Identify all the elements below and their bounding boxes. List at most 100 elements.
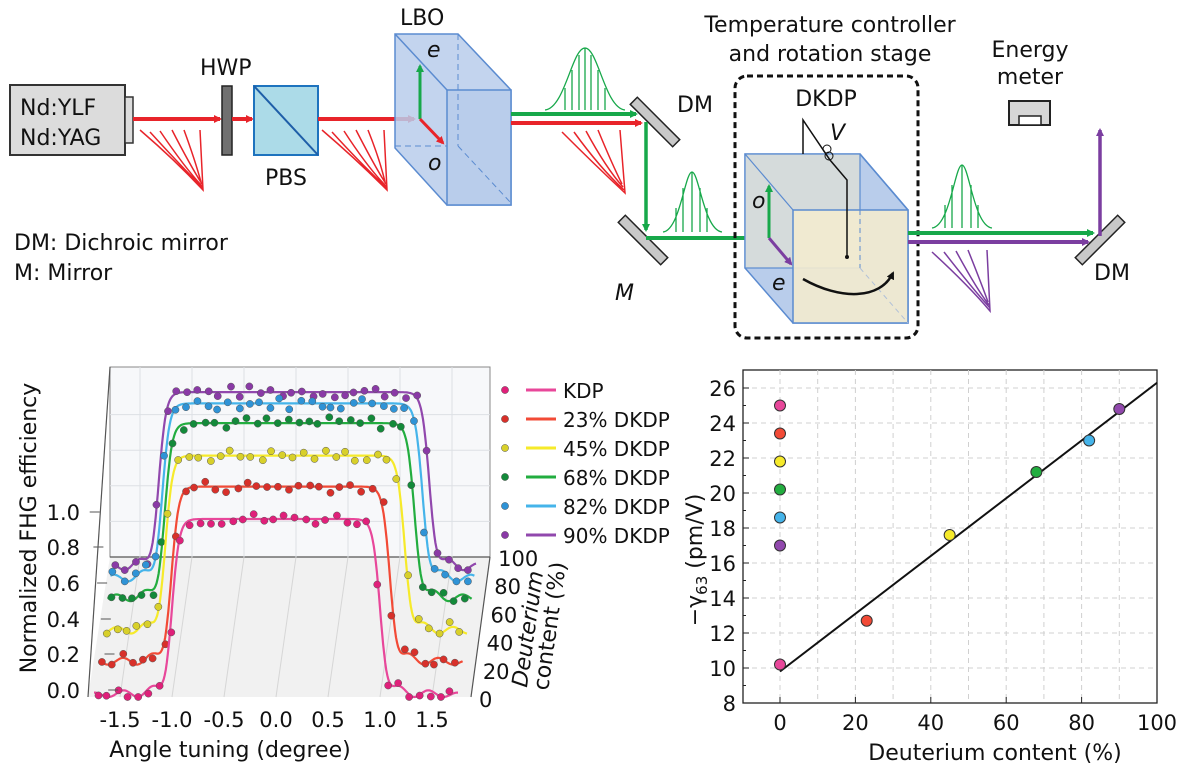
legend-marker: [501, 444, 509, 452]
data-point: [287, 388, 295, 397]
mirror-label: M: [615, 281, 634, 306]
data-point: [358, 395, 366, 403]
data-point: [257, 389, 265, 397]
y-tick-label: 1.0: [47, 501, 80, 525]
data-point: [222, 488, 230, 497]
grid-line: [327, 556, 349, 698]
data-point: [1113, 403, 1126, 415]
legend-label: 23% DKDP: [563, 408, 670, 432]
y-tick-label: 8: [723, 692, 736, 716]
data-point: [269, 515, 277, 524]
x-tick-label: 0.0: [259, 708, 292, 732]
left-chart-xlabel: Angle tuning (degree): [109, 738, 350, 763]
chirped-pulse-icon: [931, 249, 991, 314]
data-point: [120, 577, 129, 586]
data-point: [260, 516, 269, 525]
data-point: [402, 394, 410, 402]
data-point: [415, 691, 424, 700]
data-point: [330, 393, 339, 402]
data-point: [422, 446, 431, 455]
y-tick-label: 20: [709, 482, 736, 506]
data-point: [123, 693, 132, 701]
ylabel-subscript: 63: [693, 576, 711, 595]
data-point: [311, 520, 320, 528]
data-point: [204, 387, 213, 396]
data-point: [236, 452, 245, 461]
data-point: [445, 687, 454, 696]
data-point: [278, 451, 287, 459]
data-point: [171, 405, 180, 414]
data-point: [306, 481, 315, 490]
data-point: [392, 475, 401, 483]
fit-line: [779, 381, 1158, 673]
data-point: [103, 629, 111, 638]
x-tick-label: 80: [1068, 711, 1095, 735]
data-point: [396, 422, 405, 431]
data-point: [229, 517, 238, 526]
data-point: [318, 390, 327, 398]
legend-marker: [501, 502, 509, 510]
data-point: [362, 517, 371, 526]
data-point: [107, 660, 116, 669]
data-point: [182, 403, 190, 412]
data-point: [860, 614, 873, 627]
fhg-efficiency-3d-chart: 0.0 0.2 0.4 0.6 0.8 1.0 -1.5 -1.0 -0.5 0.0 0.5 1.0 1…: [17, 366, 670, 763]
data-point: [464, 566, 472, 574]
x-tick-label: -1.5: [100, 708, 141, 732]
voltage-terminal-icon: [822, 144, 832, 154]
data-point: [379, 498, 388, 506]
gaussian-pulse-icon: [662, 171, 723, 233]
data-point: [360, 386, 369, 395]
data-point: [400, 404, 408, 412]
right-chart-xlabel: Deuterium content (%): [868, 741, 1121, 766]
data-point: [374, 450, 382, 459]
legend-label: 90% DKDP: [563, 524, 670, 548]
y-tick-label: 26: [709, 377, 736, 401]
y-tick-label: 10: [709, 657, 736, 681]
data-point: [322, 446, 330, 455]
data-point: [252, 482, 261, 490]
data-point: [231, 417, 240, 425]
data-point: [107, 593, 116, 602]
data-point: [273, 419, 282, 427]
data-point: [421, 659, 430, 668]
half-wave-plate: [221, 85, 233, 156]
data-point: [141, 560, 150, 569]
data-point: [371, 385, 380, 393]
data-point: [152, 500, 161, 509]
series-68-dkdp: [106, 413, 473, 605]
data-point: [451, 658, 459, 667]
y-tick-label: 0.4: [47, 608, 80, 632]
data-point: [154, 602, 163, 611]
dkdp-label: DKDP: [795, 87, 857, 112]
data-point: [183, 388, 191, 397]
data-point: [774, 455, 786, 468]
data-point: [211, 485, 220, 494]
data-point: [193, 386, 202, 394]
data-point: [255, 398, 263, 407]
ylabel-suffix: (pm/V): [683, 494, 708, 576]
data-point: [390, 388, 399, 397]
data-point: [774, 539, 786, 552]
data-point: [185, 453, 194, 461]
o-axis-arrow: [418, 117, 445, 145]
data-point: [143, 620, 152, 629]
data-point: [189, 420, 198, 428]
data-point: [297, 387, 306, 396]
data-point: [430, 660, 438, 669]
x-tick-label: 0: [773, 711, 786, 735]
y-tick-label: 18: [709, 517, 736, 541]
y-tick-label: 0.0: [47, 679, 80, 703]
data-point: [401, 645, 409, 654]
data-point: [267, 447, 275, 456]
legend-marker: [501, 386, 509, 394]
series-90-dkdp: [111, 382, 477, 574]
y-tick-label: 16: [709, 552, 736, 576]
data-point: [266, 386, 275, 394]
data-point: [119, 650, 128, 658]
hwp-label: HWP: [200, 56, 252, 81]
data-point: [131, 569, 140, 578]
data-point: [441, 570, 449, 579]
x-tick-label: 100: [1137, 711, 1177, 735]
floor: [88, 557, 490, 697]
